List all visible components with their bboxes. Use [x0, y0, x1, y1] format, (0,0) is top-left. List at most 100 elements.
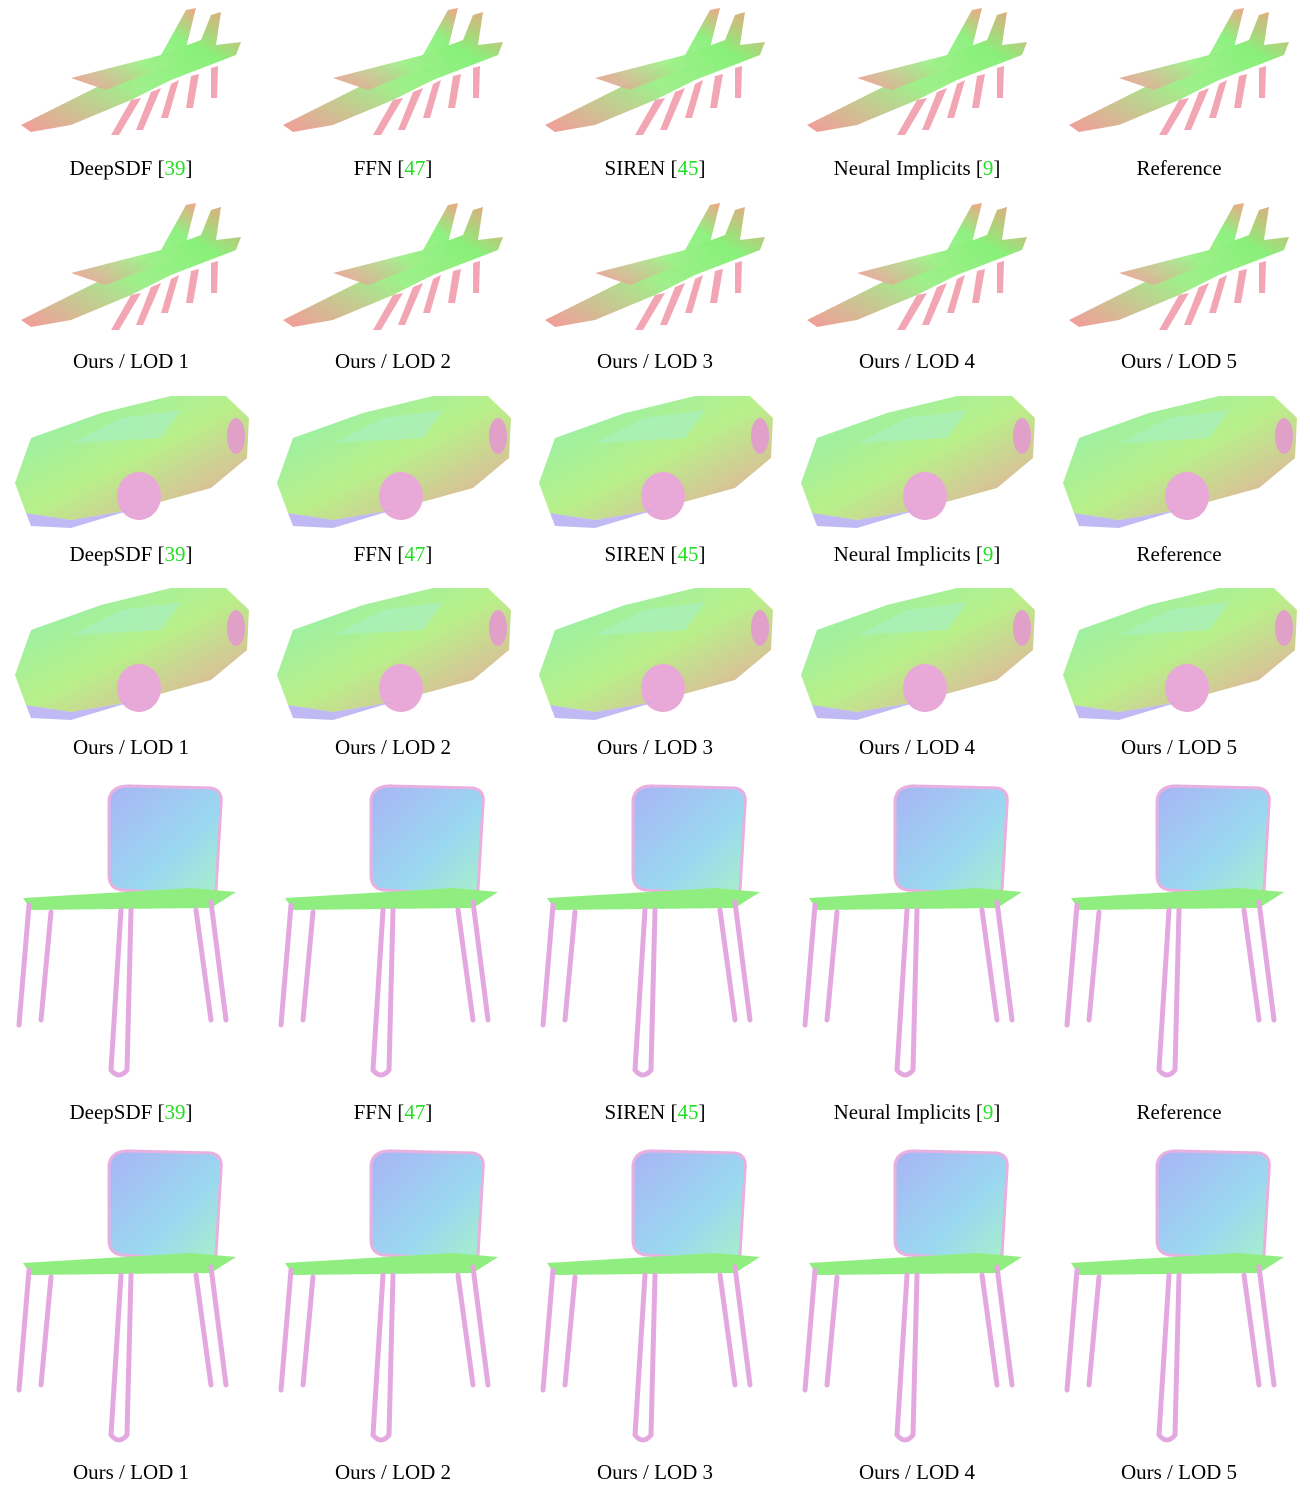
- caption-text: Ours / LOD 1: [72, 1460, 190, 1484]
- caption-text: Reference: [1136, 542, 1222, 566]
- caption: FFN [47]: [353, 156, 433, 180]
- caption-text: Ours / LOD 5: [1120, 349, 1238, 373]
- caption-text: Ours / LOD 3: [596, 349, 714, 373]
- caption: Neural Implicits [9]: [833, 156, 1001, 180]
- citation-link[interactable]: 47: [404, 1100, 426, 1124]
- citation-link[interactable]: 45: [677, 1100, 699, 1124]
- figure-row-1: DeepSDF [39] FFN [47]: [0, 0, 1310, 186]
- plane-render: [786, 195, 1048, 335]
- caption-text: DeepSDF: [69, 1100, 158, 1124]
- caption-text: Reference: [1136, 1100, 1222, 1124]
- plane-render: [0, 195, 262, 335]
- caption-text: Ours / LOD 1: [72, 735, 190, 759]
- caption: Ours / LOD 2: [262, 735, 524, 759]
- caption: Ours / LOD 5: [1048, 735, 1310, 759]
- caption: Ours / LOD 4: [786, 349, 1048, 373]
- car-render: [1048, 580, 1310, 722]
- citation-link[interactable]: 39: [164, 542, 186, 566]
- caption: Ours / LOD 3: [524, 349, 786, 373]
- citation-link[interactable]: 45: [677, 156, 699, 180]
- caption-text: FFN: [353, 1100, 398, 1124]
- caption-text: Neural Implicits: [833, 542, 976, 566]
- caption-text: Reference: [1136, 156, 1222, 180]
- caption-text: Ours / LOD 3: [596, 1460, 714, 1484]
- chair-render: [524, 1145, 786, 1450]
- caption: Ours / LOD 2: [262, 349, 524, 373]
- caption: FFN [47]: [353, 1100, 433, 1124]
- caption: Ours / LOD 5: [1048, 349, 1310, 373]
- chair-render: [262, 1145, 524, 1450]
- caption: Reference: [1048, 542, 1310, 566]
- chair-render: [0, 780, 262, 1085]
- chair-render: [524, 780, 786, 1085]
- caption: SIREN [45]: [604, 1100, 706, 1124]
- caption-text: Ours / LOD 2: [334, 1460, 452, 1484]
- figure-row-5: DeepSDF [39] FFN [47]: [0, 780, 1310, 1130]
- caption-text: Ours / LOD 1: [72, 349, 190, 373]
- citation-link[interactable]: 47: [404, 542, 426, 566]
- plane-render: [524, 0, 786, 140]
- caption: Neural Implicits [9]: [833, 542, 1001, 566]
- caption: DeepSDF [39]: [69, 542, 193, 566]
- caption-text: Ours / LOD 3: [596, 735, 714, 759]
- figure-row-3: DeepSDF [39] FFN [47]: [0, 388, 1310, 572]
- caption-text: Neural Implicits: [833, 1100, 976, 1124]
- plane-render: [786, 0, 1048, 140]
- plane-render: [0, 0, 262, 140]
- caption-text: Ours / LOD 2: [334, 349, 452, 373]
- citation-link[interactable]: 39: [164, 156, 186, 180]
- caption-text: SIREN: [604, 156, 671, 180]
- caption: FFN [47]: [353, 542, 433, 566]
- caption-text: DeepSDF: [69, 156, 158, 180]
- chair-render: [262, 780, 524, 1085]
- caption: Ours / LOD 4: [786, 1460, 1048, 1484]
- citation-link[interactable]: 45: [677, 542, 699, 566]
- caption: Ours / LOD 1: [0, 349, 262, 373]
- chair-render: [1048, 1145, 1310, 1450]
- caption: Ours / LOD 3: [524, 1460, 786, 1484]
- plane-render: [262, 195, 524, 335]
- caption-text: Ours / LOD 5: [1120, 1460, 1238, 1484]
- caption: Ours / LOD 5: [1048, 1460, 1310, 1484]
- plane-render: [262, 0, 524, 140]
- caption-text: Ours / LOD 5: [1120, 735, 1238, 759]
- caption: Ours / LOD 1: [0, 735, 262, 759]
- caption-text: DeepSDF: [69, 542, 158, 566]
- plane-render: [1048, 195, 1310, 335]
- caption: Reference: [1048, 1100, 1310, 1124]
- plane-render: [524, 195, 786, 335]
- car-render: [262, 580, 524, 722]
- car-render: [786, 580, 1048, 722]
- plane-render: [1048, 0, 1310, 140]
- chair-render: [786, 1145, 1048, 1450]
- caption: Reference: [1048, 156, 1310, 180]
- caption-text: SIREN: [604, 542, 671, 566]
- car-render: [524, 580, 786, 722]
- caption-text: Ours / LOD 4: [858, 349, 976, 373]
- citation-link[interactable]: 9: [982, 156, 994, 180]
- car-render: [786, 388, 1048, 530]
- car-render: [262, 388, 524, 530]
- citation-link[interactable]: 9: [982, 542, 994, 566]
- caption: Neural Implicits [9]: [833, 1100, 1001, 1124]
- caption-text: Ours / LOD 4: [858, 735, 976, 759]
- caption: Ours / LOD 2: [262, 1460, 524, 1484]
- caption-text: Ours / LOD 2: [334, 735, 452, 759]
- chair-render: [1048, 780, 1310, 1085]
- car-render: [1048, 388, 1310, 530]
- caption-text: FFN: [353, 542, 398, 566]
- caption: DeepSDF [39]: [69, 1100, 193, 1124]
- citation-link[interactable]: 39: [164, 1100, 186, 1124]
- caption: Ours / LOD 4: [786, 735, 1048, 759]
- citation-link[interactable]: 47: [404, 156, 426, 180]
- car-render: [0, 388, 262, 530]
- caption: Ours / LOD 3: [524, 735, 786, 759]
- figure-row-6: Ours / LOD 1 Ours / LOD 2: [0, 1145, 1310, 1490]
- caption: Ours / LOD 1: [0, 1460, 262, 1484]
- caption-text: Ours / LOD 4: [858, 1460, 976, 1484]
- citation-link[interactable]: 9: [982, 1100, 994, 1124]
- car-render: [524, 388, 786, 530]
- caption-text: Neural Implicits: [833, 156, 976, 180]
- caption: SIREN [45]: [604, 542, 706, 566]
- figure-row-4: Ours / LOD 1 Ours / LOD 2: [0, 580, 1310, 765]
